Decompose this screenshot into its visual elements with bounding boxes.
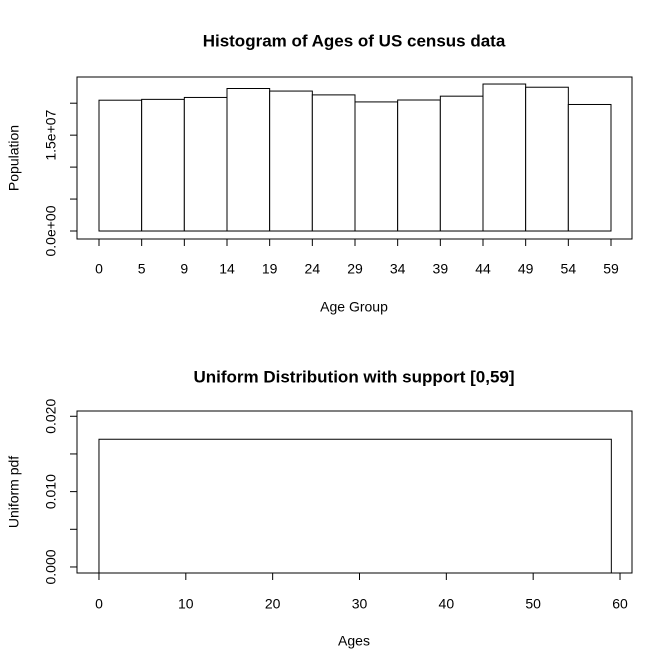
x-tick-label: 50 <box>525 596 541 612</box>
x-tick-label: 30 <box>352 596 368 612</box>
x-tick-label: 24 <box>305 261 321 277</box>
chart-title: Uniform Distribution with support [0,59] <box>193 367 514 386</box>
y-tick-label: 0.000 <box>43 549 59 584</box>
chart-title: Histogram of Ages of US census data <box>203 31 506 50</box>
bar <box>226 88 271 232</box>
x-axis-label: Ages <box>338 633 370 649</box>
y-tick-label: 0.020 <box>43 399 59 434</box>
y-tick-label: 1.5e+07 <box>43 109 59 160</box>
x-tick-label: 14 <box>219 261 235 277</box>
bar <box>439 95 484 232</box>
bar <box>269 90 313 232</box>
bar <box>482 83 527 232</box>
x-tick-label: 19 <box>262 261 278 277</box>
x-tick-label: 34 <box>390 261 406 277</box>
bar <box>98 99 143 232</box>
y-tick-label: 0.0e+00 <box>43 205 59 256</box>
x-tick-label: 0 <box>95 261 103 277</box>
bar <box>525 86 569 232</box>
x-tick-label: 59 <box>603 261 619 277</box>
x-tick-label: 40 <box>439 596 455 612</box>
bar <box>311 94 356 232</box>
x-axis-label: Age Group <box>320 299 388 315</box>
bar <box>567 103 612 232</box>
x-tick-label: 20 <box>265 596 281 612</box>
x-tick-label: 49 <box>518 261 534 277</box>
y-axis-label: Uniform pdf <box>6 456 22 528</box>
plot-box <box>76 410 633 574</box>
x-tick-label: 60 <box>612 596 628 612</box>
x-tick-label: 9 <box>180 261 188 277</box>
bar <box>354 101 399 232</box>
bar <box>141 98 185 232</box>
x-tick-label: 10 <box>178 596 194 612</box>
x-tick-label: 29 <box>347 261 363 277</box>
x-tick-label: 39 <box>433 261 449 277</box>
bar <box>183 96 228 232</box>
x-tick-label: 0 <box>95 596 103 612</box>
y-tick-label: 0.010 <box>43 474 59 509</box>
density-rect <box>98 438 612 573</box>
x-tick-label: 54 <box>561 261 577 277</box>
y-axis-label: Population <box>6 125 22 191</box>
x-tick-label: 5 <box>138 261 146 277</box>
x-tick-label: 44 <box>475 261 491 277</box>
bar <box>397 99 441 232</box>
